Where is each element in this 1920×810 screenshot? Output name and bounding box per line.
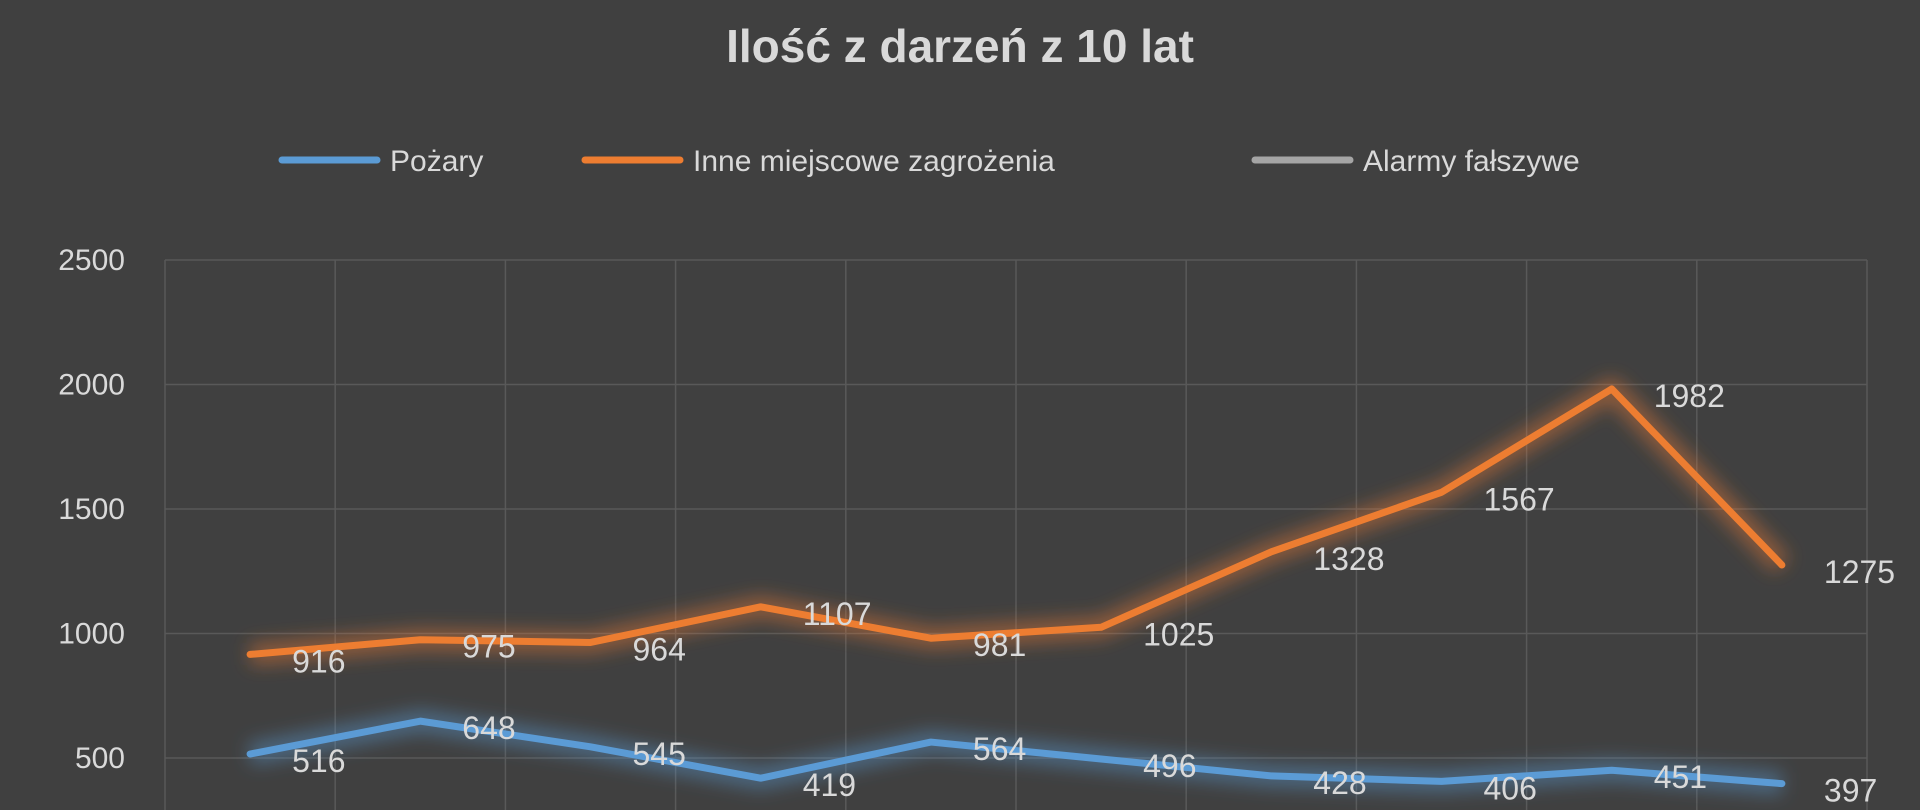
data-label: 1328 <box>1313 541 1384 577</box>
data-label: 975 <box>462 629 515 665</box>
data-label: 451 <box>1654 759 1707 795</box>
data-label: 916 <box>292 643 345 679</box>
data-label: 564 <box>973 731 1026 767</box>
y-tick-label: 1000 <box>58 618 125 651</box>
series-layer: 516 648 545 419 564 496 428 406 451 397 916 975 964 1… <box>246 377 1895 809</box>
data-label: 496 <box>1143 748 1196 784</box>
y-tick-label: 2500 <box>58 244 125 277</box>
data-label: 406 <box>1484 770 1537 806</box>
data-label: 1982 <box>1654 378 1725 414</box>
data-label: 1567 <box>1484 481 1555 517</box>
data-label: 1275 <box>1824 554 1895 590</box>
data-label: 1025 <box>1143 616 1214 652</box>
legend: Pożary Inne miejscowe zagrożenia Alarmy fa… <box>278 145 1580 178</box>
series-line <box>246 385 1786 658</box>
y-tick-label: 500 <box>75 742 125 775</box>
data-label: 648 <box>462 710 515 746</box>
y-axis: 2500 2000 1500 1000 500 <box>58 244 125 775</box>
legend-entry: Alarmy fałszywe <box>1363 145 1580 178</box>
data-label: 419 <box>803 767 856 803</box>
legend-entry: Inne miejscowe zagrożenia <box>693 145 1055 178</box>
y-tick-label: 2000 <box>58 369 125 402</box>
data-label: 964 <box>633 631 686 667</box>
legend-entry: Pożary <box>390 145 483 178</box>
data-label: 1107 <box>803 596 872 632</box>
data-label: 981 <box>973 627 1026 663</box>
data-label: 397 <box>1824 773 1877 809</box>
series-line <box>246 717 1786 788</box>
chart-title: Ilość z darzeń z 10 lat <box>726 20 1194 72</box>
y-tick-label: 1500 <box>58 493 125 526</box>
grid <box>164 259 1868 810</box>
data-label: 545 <box>633 736 686 772</box>
data-label: 516 <box>292 743 345 779</box>
data-label: 428 <box>1313 765 1366 801</box>
